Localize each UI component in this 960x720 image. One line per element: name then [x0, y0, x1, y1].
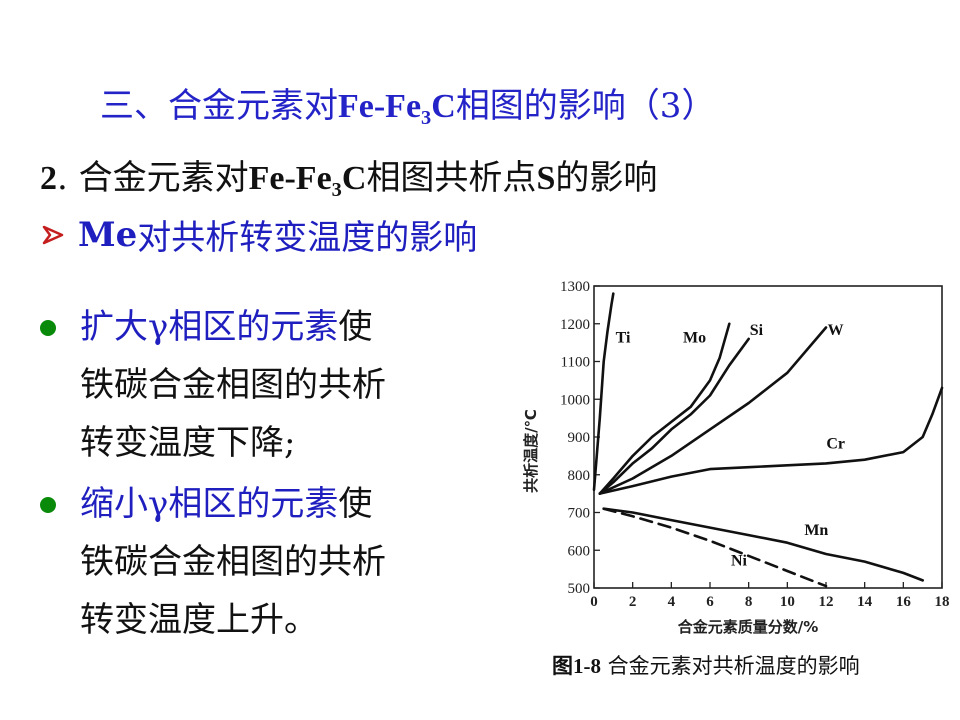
series-line-mn	[602, 507, 924, 582]
y-tick-label: 1200	[560, 317, 590, 333]
title-suffix: 相图的影响（3）	[455, 86, 716, 126]
bullet2-line3: 转变温度上升。	[80, 600, 318, 640]
x-tick-label: 18	[935, 594, 950, 610]
section-formula-b: C	[341, 160, 367, 197]
section-number: 2	[40, 160, 57, 197]
bullet1-line1: 扩大γ相区的元素使	[80, 298, 386, 356]
eutectoid-temperature-chart: 500 600 700 800 900 1000 1100 1200 1300 0 2 4 6 8 10 12…	[510, 270, 950, 640]
x-tick-label: 6	[706, 594, 714, 610]
series-label-cr: Cr	[826, 435, 845, 452]
series-label-mo: Mo	[683, 330, 706, 347]
bullet2-highlight: 缩小γ相区的元素	[80, 484, 339, 524]
title-formula-b: C	[431, 88, 456, 125]
y-tick-label: 700	[568, 506, 591, 522]
series-label-ni: Ni	[731, 552, 748, 569]
sub-point-me: Me	[78, 214, 138, 255]
x-tick-label: 16	[896, 594, 912, 610]
x-axis-label: 合金元素质量分数/%	[677, 618, 819, 636]
x-tick-label: 2	[629, 594, 637, 610]
series-line-ti	[592, 292, 615, 492]
chart-svg: 500 600 700 800 900 1000 1100 1200 1300 0 2 4 6 8 10 12…	[522, 279, 950, 636]
section-prefix: 合金元素对	[78, 158, 249, 198]
bullet-decrease: 扩大γ相区的元素使 铁碳合金相图的共析 转变温度下降;	[40, 298, 386, 472]
bullet1-line2: 铁碳合金相图的共析	[80, 365, 386, 405]
bullet1-line3: 转变温度下降;	[80, 423, 296, 463]
x-tick-label: 8	[745, 594, 753, 610]
series-label-si: Si	[750, 322, 764, 339]
sub-point-text: 对共析转变温度的影响	[137, 218, 478, 258]
title-formula-a: Fe-Fe	[338, 88, 422, 125]
figure-caption: 图1-8 合金元素对共析温度的影响	[552, 650, 860, 680]
bullet-dot-icon	[40, 320, 56, 336]
bullet1-highlight: 扩大γ相区的元素	[80, 307, 339, 347]
bullet2-line1: 缩小γ相区的元素使	[80, 475, 386, 533]
x-tick-label: 0	[590, 594, 598, 610]
bullet-dot-icon	[40, 497, 56, 513]
title-prefix: 三、合金元素对	[100, 86, 338, 126]
series-line-cr	[598, 386, 944, 495]
series-line-w	[598, 326, 828, 495]
slide-title: 三、合金元素对Fe-Fe3C相图的影响（3）	[100, 78, 716, 130]
y-tick-label: 1300	[560, 279, 590, 295]
title-formula-sub: 3	[421, 107, 432, 130]
bullet1-line1-rest: 使	[338, 307, 373, 347]
bullet2-line1-rest: 使	[338, 484, 373, 524]
y-tick-label: 900	[568, 430, 591, 446]
caption-text: 合金元素对共析温度的影响	[601, 654, 860, 678]
section-suffix: 的影响	[555, 158, 658, 198]
series-line-si	[598, 337, 750, 495]
series-label-w: W	[828, 322, 844, 339]
series-label-ti: Ti	[616, 330, 631, 347]
x-tick-label: 10	[780, 594, 795, 610]
section-dot: .	[57, 158, 79, 198]
caption-figure-number: 图1-8	[552, 654, 601, 678]
plot-frame	[593, 285, 943, 589]
y-tick-label: 600	[568, 543, 591, 559]
bullet-increase: 缩小γ相区的元素使 铁碳合金相图的共析 转变温度上升。	[40, 475, 386, 649]
sub-point: Me 对共析转变温度的影响	[40, 210, 477, 259]
series-line-ni	[602, 507, 828, 588]
section-mid: 相图共析点	[366, 158, 537, 198]
y-tick-label: 800	[568, 468, 591, 484]
bullet2-line2: 铁碳合金相图的共析	[80, 542, 386, 582]
x-tick-label: 12	[819, 594, 834, 610]
y-axis-label: 共析温度/℃	[522, 409, 540, 493]
section-formula-sub: 3	[331, 179, 342, 202]
y-tick-label: 1100	[561, 355, 590, 371]
arrow-bullet-icon	[42, 225, 64, 244]
x-tick-label: 14	[857, 594, 873, 610]
section-s: S	[536, 160, 556, 197]
section-formula-a: Fe-Fe	[248, 160, 332, 197]
section-heading: 2. 合金元素对Fe-Fe3C相图共析点S的影响	[40, 150, 658, 202]
y-tick-label: 1000	[560, 392, 590, 408]
x-tick-label: 4	[668, 594, 676, 610]
y-tick-label: 500	[568, 581, 591, 597]
series-label-mn: Mn	[804, 522, 828, 539]
series-line-mo	[598, 322, 731, 495]
